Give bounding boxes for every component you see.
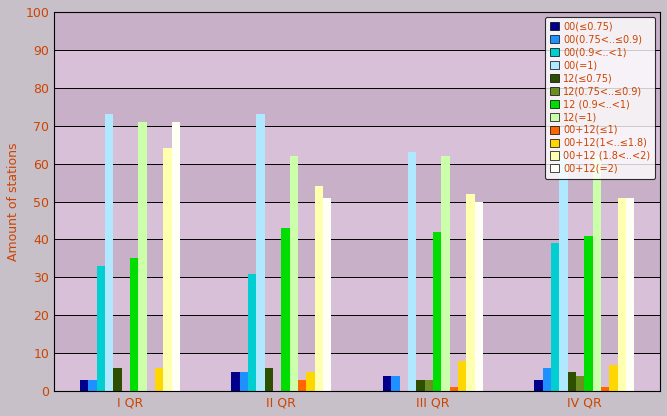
Bar: [54, 126, 660, 163]
Bar: [551, 243, 560, 391]
Bar: [408, 152, 416, 391]
Y-axis label: Amount of stations: Amount of stations: [7, 142, 20, 261]
Bar: [568, 372, 576, 391]
Bar: [601, 387, 610, 391]
Bar: [534, 380, 543, 391]
Bar: [54, 353, 660, 391]
Bar: [54, 240, 660, 277]
Bar: [584, 236, 593, 391]
Bar: [474, 202, 483, 391]
Bar: [610, 365, 618, 391]
Bar: [281, 228, 289, 391]
Bar: [323, 198, 331, 391]
Bar: [306, 372, 315, 391]
Bar: [256, 114, 265, 391]
Bar: [265, 369, 273, 391]
Bar: [54, 315, 660, 353]
Bar: [466, 194, 474, 391]
Bar: [54, 12, 660, 50]
Bar: [593, 156, 601, 391]
Bar: [130, 258, 138, 391]
Bar: [88, 380, 97, 391]
Bar: [441, 156, 450, 391]
Bar: [239, 372, 248, 391]
Bar: [576, 376, 584, 391]
Bar: [298, 380, 306, 391]
Bar: [105, 114, 113, 391]
Bar: [138, 122, 147, 391]
Legend: 00(≤0.75), 00(0.75<..≤0.9), 00(0.9<..<1), 00(=1), 12(≤0.75), 12(0.75<..≤0.9), 12: 00(≤0.75), 00(0.75<..≤0.9), 00(0.9<..<1)…: [545, 17, 655, 178]
Bar: [231, 372, 239, 391]
Bar: [54, 277, 660, 315]
Bar: [383, 376, 392, 391]
Bar: [171, 122, 180, 391]
Bar: [113, 369, 121, 391]
Bar: [618, 198, 626, 391]
Bar: [450, 387, 458, 391]
Bar: [97, 266, 105, 391]
Bar: [626, 198, 634, 391]
Bar: [54, 50, 660, 88]
Bar: [315, 186, 323, 391]
Bar: [80, 380, 88, 391]
Bar: [54, 163, 660, 202]
Bar: [560, 152, 568, 391]
Bar: [543, 369, 551, 391]
Bar: [54, 202, 660, 240]
Bar: [424, 380, 433, 391]
Bar: [289, 156, 298, 391]
Bar: [163, 149, 171, 391]
Bar: [248, 274, 256, 391]
Bar: [416, 380, 424, 391]
Bar: [458, 361, 466, 391]
Bar: [433, 232, 441, 391]
Bar: [54, 88, 660, 126]
Bar: [155, 369, 163, 391]
Bar: [392, 376, 400, 391]
